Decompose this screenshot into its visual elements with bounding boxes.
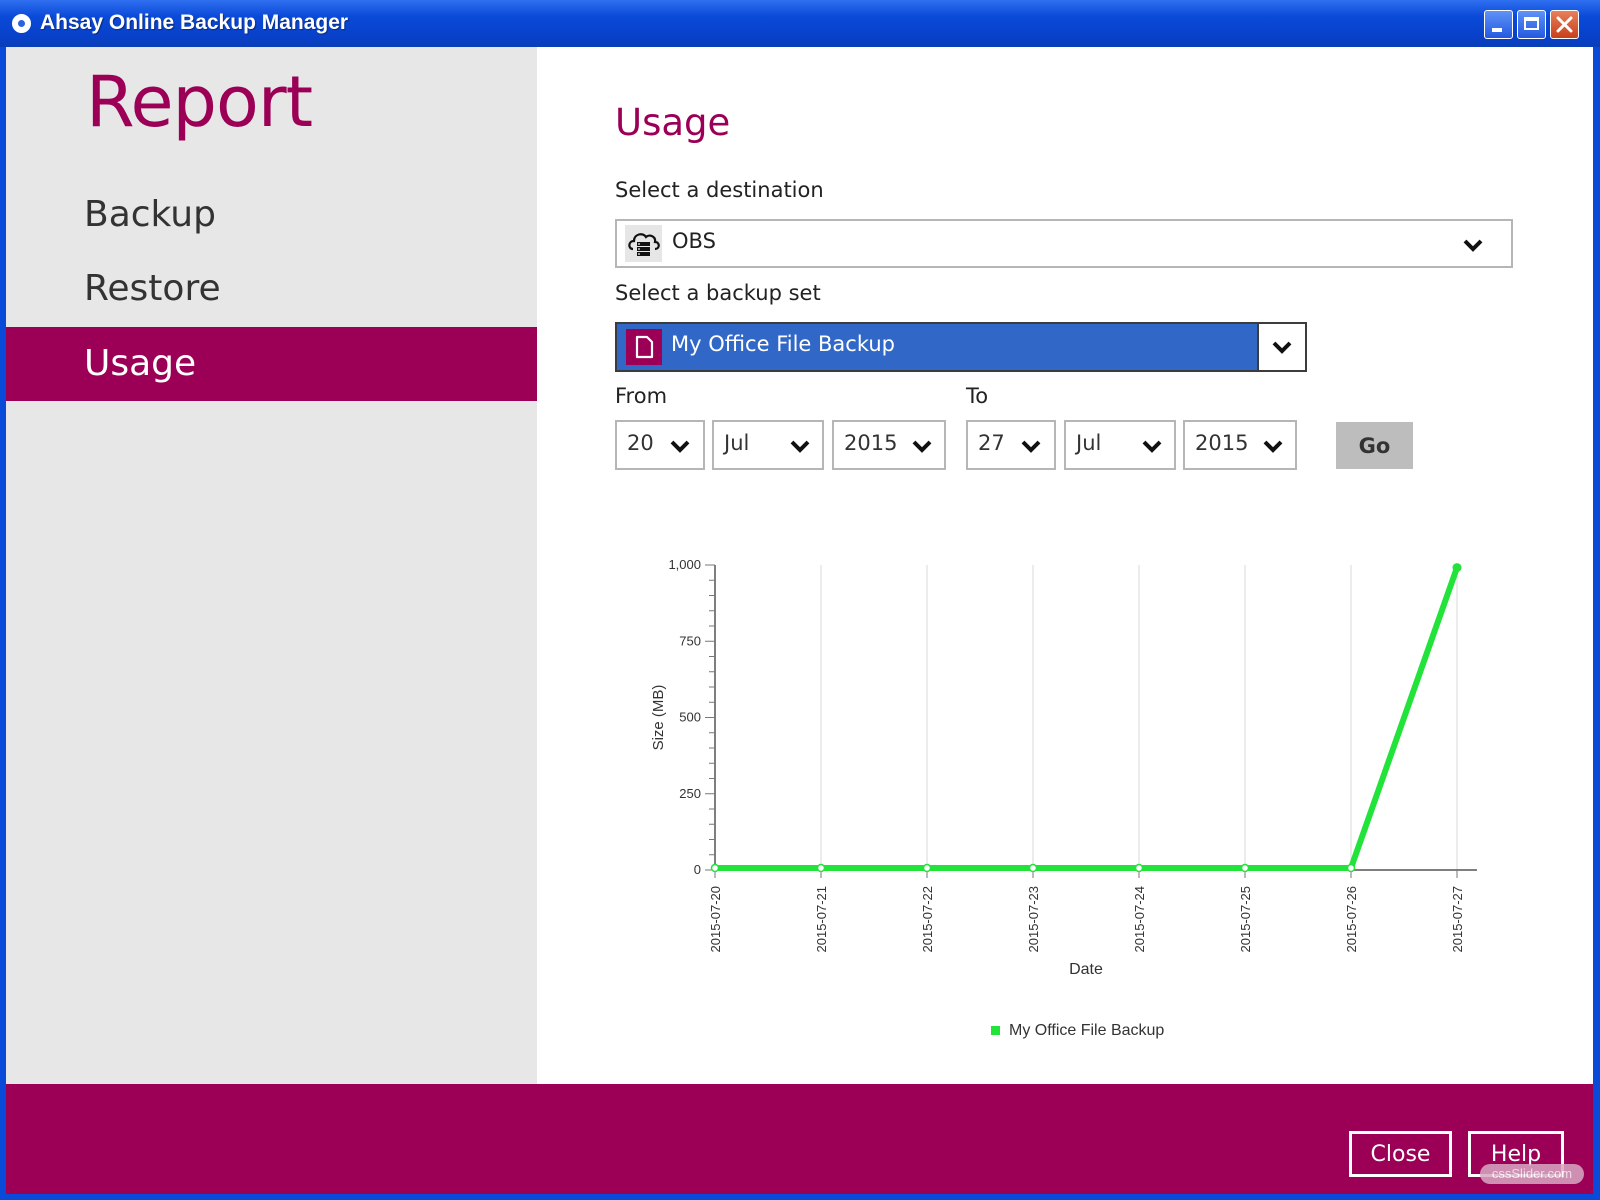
legend-swatch: [991, 1026, 1000, 1035]
to-month-select[interactable]: Jul: [1064, 420, 1176, 470]
title-bar[interactable]: Ahsay Online Backup Manager: [0, 0, 1600, 47]
to-label: To: [966, 384, 989, 408]
x-tick-label: 2015-07-24: [1132, 886, 1147, 953]
to-day-value: 27: [978, 431, 1005, 455]
maximize-button[interactable]: [1517, 10, 1546, 39]
x-tick-label: 2015-07-20: [708, 886, 723, 953]
destination-select[interactable]: OBS: [615, 219, 1513, 268]
backup-set-value: My Office File Backup: [671, 332, 895, 356]
x-tick-label: 2015-07-27: [1450, 886, 1465, 953]
close-window-button[interactable]: [1550, 10, 1579, 39]
footer-bar: Close Help: [6, 1084, 1593, 1194]
file-icon: [626, 329, 662, 365]
to-year-value: 2015: [1195, 431, 1249, 455]
from-month-value: Jul: [724, 431, 750, 455]
chevron-down-icon: [1272, 341, 1292, 354]
chevron-down-icon: [1142, 440, 1162, 453]
report-heading: Report: [86, 61, 313, 143]
y-tick-label: 1,000: [668, 557, 701, 572]
chevron-down-icon: [1463, 239, 1483, 252]
chevron-down-icon: [1263, 440, 1283, 453]
chevron-down-icon: [790, 440, 810, 453]
data-point: [1346, 863, 1356, 873]
from-day-select[interactable]: 20: [615, 420, 705, 470]
x-tick-label: 2015-07-22: [920, 886, 935, 953]
window-title: Ahsay Online Backup Manager: [40, 11, 349, 34]
series-line: [715, 566, 1460, 871]
from-day-value: 20: [627, 431, 654, 455]
x-axis-label: Date: [1069, 961, 1103, 978]
chevron-down-icon: [1021, 440, 1041, 453]
y-tick-label: 0: [694, 862, 701, 877]
usage-chart: 0 250 500 750 1,000 2015-07-20 2015-07-21 2015-…: [650, 557, 1477, 1039]
from-year-value: 2015: [844, 431, 898, 455]
sidebar-item-restore[interactable]: Restore: [6, 252, 537, 326]
y-tick-label: 750: [679, 633, 701, 648]
sidebar-item-usage[interactable]: Usage: [6, 327, 537, 401]
destination-label: Select a destination: [615, 178, 824, 202]
to-month-value: Jul: [1076, 431, 1102, 455]
from-year-select[interactable]: 2015: [832, 420, 946, 470]
data-point: [922, 863, 932, 873]
watermark: cssSlider.com: [1480, 1164, 1584, 1184]
close-button[interactable]: Close: [1349, 1131, 1452, 1177]
data-point: [1134, 863, 1144, 873]
main-panel: Usage Select a destination OBS Select a …: [537, 47, 1593, 1084]
x-tick-label: 2015-07-21: [814, 886, 829, 953]
sidebar-item-label: Usage: [84, 343, 197, 384]
x-tick-label: 2015-07-23: [1026, 886, 1041, 953]
data-point: [1028, 863, 1038, 873]
destination-value: OBS: [672, 229, 716, 253]
sidebar: Report Backup Restore Usage: [6, 47, 537, 1084]
y-axis-label: Size (MB): [650, 685, 667, 751]
app-logo-icon: [12, 14, 31, 33]
minimize-button[interactable]: [1484, 10, 1513, 39]
cloud-server-icon: [625, 225, 662, 262]
from-month-select[interactable]: Jul: [712, 420, 824, 470]
sidebar-item-label: Backup: [84, 194, 216, 235]
to-year-select[interactable]: 2015: [1183, 420, 1297, 470]
app-window: Report Backup Restore Usage Usage Select…: [6, 47, 1593, 1194]
data-point: [1452, 563, 1462, 573]
x-tick-label: 2015-07-26: [1344, 886, 1359, 953]
from-label: From: [615, 384, 668, 408]
y-tick-label: 500: [679, 710, 701, 725]
sidebar-item-label: Restore: [84, 268, 221, 309]
backup-set-select[interactable]: My Office File Backup: [615, 322, 1307, 372]
x-tick-label: 2015-07-25: [1238, 886, 1253, 953]
backup-set-dropdown-toggle[interactable]: [1257, 324, 1305, 370]
page-title: Usage: [615, 101, 731, 144]
go-button[interactable]: Go: [1336, 422, 1413, 469]
data-point: [1240, 863, 1250, 873]
chevron-down-icon: [670, 440, 690, 453]
to-day-select[interactable]: 27: [966, 420, 1056, 470]
backup-set-label: Select a backup set: [615, 281, 821, 305]
close-icon: [1556, 16, 1573, 33]
data-point: [816, 863, 826, 873]
legend-label: My Office File Backup: [1009, 1022, 1164, 1039]
chevron-down-icon: [912, 440, 932, 453]
data-point: [710, 863, 720, 873]
sidebar-item-backup[interactable]: Backup: [6, 178, 537, 252]
y-tick-label: 250: [679, 786, 701, 801]
